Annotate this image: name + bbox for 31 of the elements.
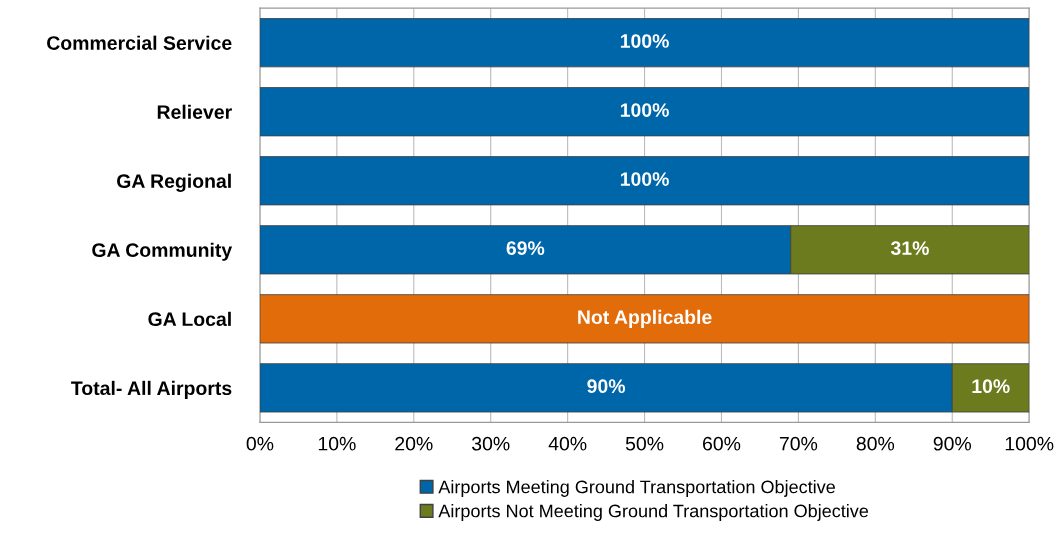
x-tick-label: 40% <box>548 436 587 451</box>
x-tick-label: 10% <box>318 436 356 451</box>
y-tick-label: GA Regional <box>117 173 231 192</box>
bar <box>259 294 1030 344</box>
data-label: 90% <box>587 379 626 394</box>
y-tick-label: Reliever <box>157 104 232 119</box>
x-tick-label: 90% <box>933 436 972 451</box>
x-tick-label: 50% <box>625 436 664 451</box>
y-tick-label: Total- All Airports <box>71 380 232 399</box>
data-label: 100% <box>620 103 669 117</box>
x-tick-label: 70% <box>779 436 818 451</box>
y-tick-label: GA Community <box>92 242 233 261</box>
bar <box>259 87 1030 137</box>
y-tick-label: GA Local <box>148 311 231 327</box>
x-tick-label: 20% <box>395 436 433 451</box>
legend-label: Airports Meeting Ground Transportation Objective <box>438 480 835 497</box>
legend-label: Airports Not Meeting Ground Transportation Objective <box>438 504 869 521</box>
bar <box>259 156 1030 206</box>
data-label: Not Applicable <box>578 309 712 328</box>
x-tick-label: 80% <box>856 436 895 451</box>
x-tick-label: 60% <box>703 436 741 451</box>
x-tick-label: 0% <box>246 436 274 451</box>
x-tick-label: 100% <box>1005 436 1054 451</box>
data-label: 69% <box>506 241 545 256</box>
data-label: 100% <box>620 34 669 48</box>
data-label: 31% <box>890 241 929 256</box>
data-label: 100% <box>620 172 669 186</box>
data-label: 10% <box>972 379 1010 394</box>
x-tick-label: 30% <box>472 436 510 451</box>
bar <box>259 18 1030 68</box>
y-tick-label: Commercial Service <box>47 35 232 50</box>
